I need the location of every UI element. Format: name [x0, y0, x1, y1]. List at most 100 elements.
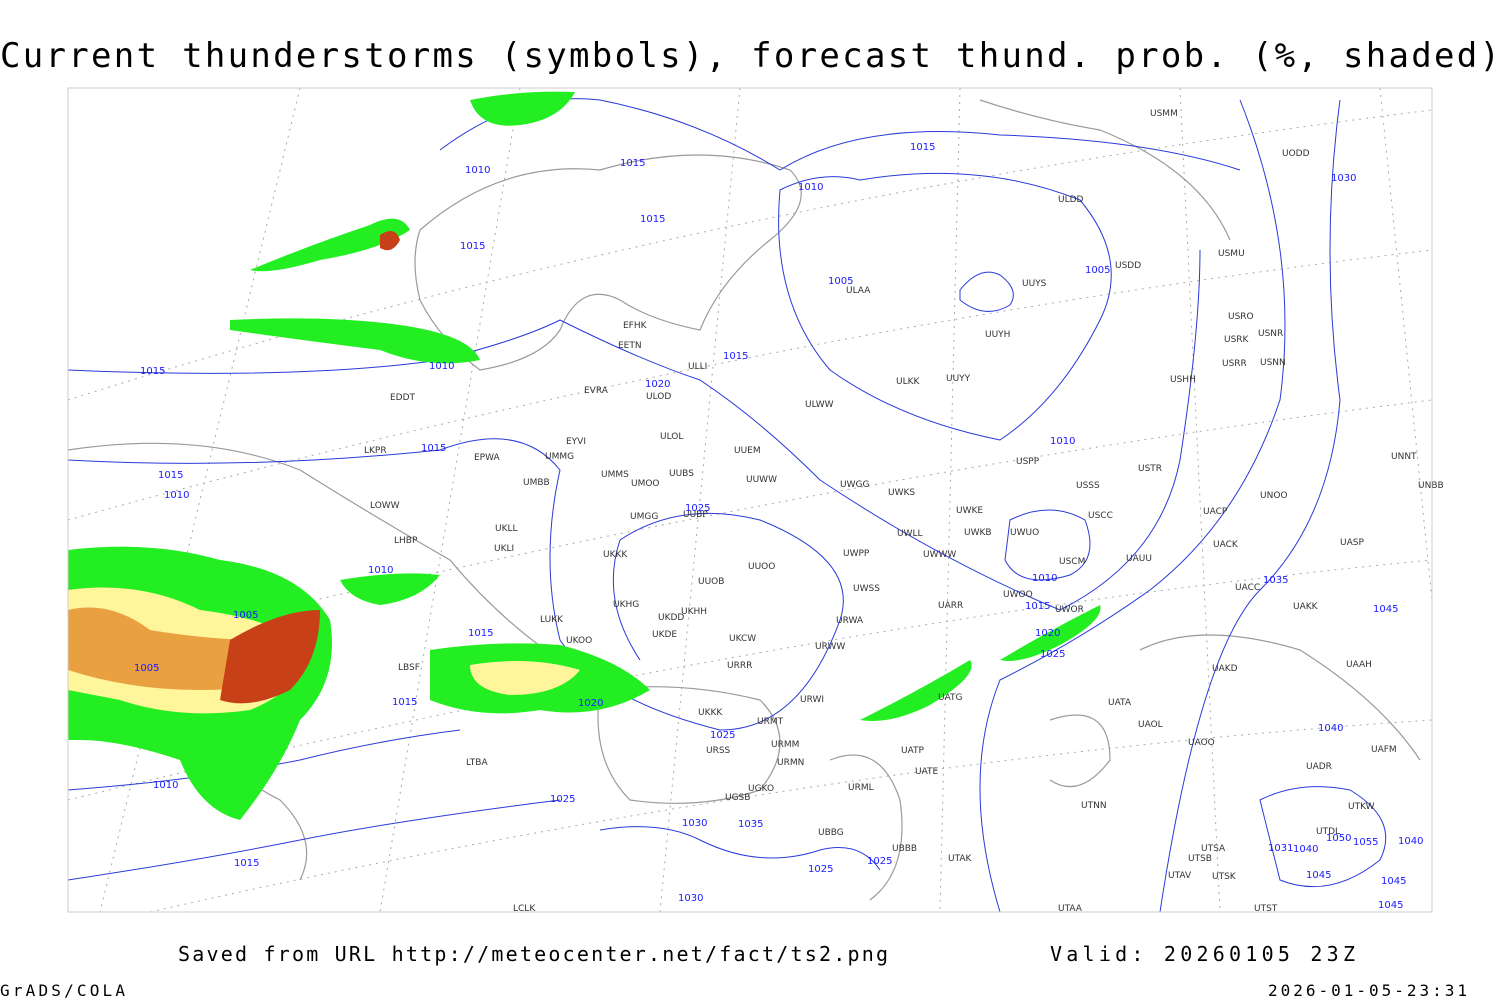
station-label: UKHH	[681, 607, 707, 617]
isobar-label: 1015	[640, 214, 665, 225]
station-label: EDDT	[390, 393, 416, 403]
station-label: EETN	[618, 341, 642, 351]
isobar-label: 1010	[1032, 573, 1057, 584]
station-label: ULOL	[660, 432, 683, 442]
station-label: UWLL	[897, 529, 923, 539]
station-label: UNNT	[1391, 452, 1417, 462]
station-label: USCM	[1059, 557, 1085, 567]
station-label: UAOO	[1188, 738, 1215, 748]
station-label: LOWW	[370, 501, 400, 511]
isobar-label: 1015	[620, 158, 645, 169]
station-label: UMOO	[631, 479, 660, 489]
station-label: UTSK	[1212, 872, 1237, 882]
station-label: UTNN	[1081, 801, 1107, 811]
station-label: UKLI	[494, 544, 514, 554]
map-area: ULDD USDD UUYS USMU UUYH USRO USRK USNR USRR USNN…	[67, 87, 1444, 914]
station-label: UWKE	[956, 506, 983, 516]
isobar-label: 1025	[550, 794, 575, 805]
thunderstorm-probability	[68, 91, 1101, 820]
isobar-label: 1015	[723, 351, 748, 362]
station-label: EVRA	[584, 386, 609, 396]
station-label: EPWA	[474, 453, 501, 463]
isobar-label: 1025	[710, 730, 735, 741]
isobar-label: 1055	[1353, 837, 1378, 848]
station-label: UUWW	[746, 475, 777, 485]
station-label: ULLI	[688, 362, 707, 372]
station-label: UAAH	[1346, 660, 1372, 670]
isobar-label: 1015	[158, 470, 183, 481]
station-label: ULAA	[846, 286, 871, 296]
station-label: LHBP	[394, 536, 418, 546]
station-label: USCC	[1088, 511, 1113, 521]
station-labels: ULDD USDD UUYS USMU UUYH USRO USRK USNR USRR USNN…	[364, 109, 1444, 914]
isobar-label: 1025	[808, 864, 833, 875]
station-label: LBSF	[398, 663, 420, 673]
map-background	[68, 88, 1432, 912]
station-label: UKDE	[652, 630, 677, 640]
station-label: UATA	[1108, 698, 1132, 708]
station-label: URSS	[706, 746, 731, 756]
station-label: UKOO	[566, 636, 592, 646]
station-label: URRR	[727, 661, 752, 671]
software: GrADS/COLA	[0, 981, 125, 1000]
title: Current thunderstorms (symbols), forecas…	[0, 36, 1500, 76]
station-label: UACK	[1213, 540, 1239, 550]
station-label: UWWW	[923, 550, 956, 560]
isobar-label: 1035	[738, 819, 763, 830]
station-label: USNN	[1260, 358, 1286, 368]
station-label: UACC	[1235, 583, 1260, 593]
isobar-label: 1020	[578, 698, 603, 709]
station-label: URMM	[771, 740, 799, 750]
station-label: UUOB	[698, 577, 724, 587]
map-frame	[67, 87, 1433, 913]
isobar-label: 1040	[1293, 844, 1318, 855]
station-label: USHH	[1170, 375, 1196, 385]
station-label: USPP	[1016, 457, 1040, 467]
isobar-label: 1010	[429, 361, 454, 372]
station-label: UMBB	[523, 478, 550, 488]
valid-time: Valid: 20260105 23Z	[1050, 942, 1355, 966]
station-label: USMU	[1218, 249, 1245, 259]
isobar-label: 1005	[233, 610, 258, 621]
isobar-label: 1030	[1331, 173, 1356, 184]
isobar-label: 1010	[368, 565, 393, 576]
station-label: USDD	[1115, 261, 1141, 271]
station-label: UNBB	[1418, 481, 1444, 491]
station-label: UAKK	[1293, 602, 1319, 612]
station-label: LCLK	[513, 904, 536, 914]
station-label: LKPR	[364, 446, 387, 456]
isobar-label: 1015	[421, 443, 446, 454]
station-label: UAOL	[1138, 720, 1163, 730]
station-label: ULOD	[646, 392, 671, 402]
station-label: UWUO	[1010, 528, 1039, 538]
station-label: UAKD	[1212, 664, 1238, 674]
station-label: UKLL	[495, 524, 518, 534]
station-label: UAFM	[1371, 745, 1397, 755]
isobar-label: 1045	[1378, 900, 1403, 911]
station-label: URWI	[800, 695, 824, 705]
station-label: UASP	[1340, 538, 1364, 548]
station-label: UATE	[915, 767, 939, 777]
station-label: UUBP	[683, 510, 708, 520]
isobar-label: 1015	[234, 858, 259, 869]
isobar-label: 1040	[1318, 723, 1343, 734]
station-label: EYVI	[566, 437, 586, 447]
isobar-label: 1045	[1373, 604, 1398, 615]
station-label: UUEM	[734, 446, 761, 456]
isobar-label: 1045	[1381, 876, 1406, 887]
isobar-label: 1020	[645, 379, 670, 390]
station-label: UKKK	[603, 550, 628, 560]
station-label: USTR	[1138, 464, 1162, 474]
isobar-label: 1050	[1326, 833, 1351, 844]
station-label: URML	[848, 783, 874, 793]
isobar-labels: 1010 1015 1015 1010 1015 1015 1005 1005 1030 1010…	[134, 142, 1423, 911]
station-label: UMMS	[601, 470, 629, 480]
station-label: UUOO	[748, 562, 775, 572]
isobar-label: 1010	[1050, 436, 1075, 447]
station-label: UUYY	[946, 374, 971, 384]
station-label: UATP	[901, 746, 925, 756]
station-label: UBBB	[892, 844, 917, 854]
isobar-label: 1010	[153, 780, 178, 791]
station-label: UWGG	[840, 480, 869, 490]
isobar-label: 1025	[1040, 649, 1065, 660]
